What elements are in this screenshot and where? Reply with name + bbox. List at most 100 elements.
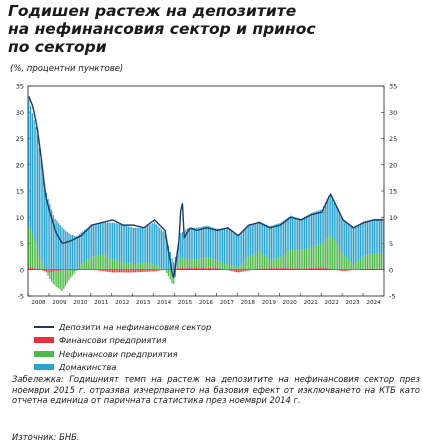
bar-3 (370, 219, 372, 254)
bar-2 (214, 259, 217, 269)
bar-2 (319, 244, 321, 268)
bar-1 (73, 268, 75, 270)
bar-1 (68, 269, 70, 270)
bar-1 (262, 268, 264, 270)
bar-2 (218, 261, 220, 269)
bar-1 (274, 267, 276, 270)
bar-3 (288, 216, 290, 252)
bar-1 (50, 269, 53, 273)
bar-1 (242, 269, 245, 272)
bar-2 (228, 264, 231, 270)
bar-1 (145, 269, 147, 272)
bar-1 (316, 267, 318, 270)
bar-1 (379, 268, 381, 270)
bar-1 (303, 268, 306, 270)
bar-1 (52, 269, 54, 272)
bar-2 (185, 259, 187, 268)
bar-2 (43, 267, 46, 270)
bar-2 (333, 240, 335, 270)
y-tick-label-right: 10 (389, 214, 397, 222)
bar-2 (242, 261, 245, 270)
bar-1 (78, 269, 81, 270)
bar-1 (248, 269, 250, 271)
bar-2 (47, 271, 49, 276)
bar-2 (96, 255, 98, 270)
bar-3 (103, 222, 105, 255)
bar-1 (120, 269, 122, 273)
bar-1 (148, 269, 150, 272)
bar-3 (309, 213, 311, 248)
bar-1 (70, 268, 72, 270)
bar-1 (132, 269, 135, 273)
bar-3 (31, 113, 33, 235)
x-tick-label: 2010 (73, 300, 88, 306)
bar-3 (358, 224, 360, 261)
bar-2 (277, 257, 280, 268)
bar-2 (201, 258, 203, 268)
bar-3 (228, 229, 231, 265)
y-tick-label-left: 30 (16, 109, 24, 117)
bar-2 (379, 252, 381, 269)
bar-1 (302, 268, 304, 270)
bar-3 (71, 235, 74, 269)
bar-3 (143, 227, 145, 262)
bar-3 (176, 251, 178, 268)
bar-1 (159, 269, 161, 271)
bar-3 (141, 227, 143, 263)
bar-1 (173, 268, 175, 270)
bar-3 (221, 228, 224, 263)
bar-1 (127, 269, 129, 273)
bar-1 (129, 269, 131, 273)
bar-2 (335, 242, 337, 270)
bar-1 (206, 267, 208, 270)
bar-2 (75, 269, 77, 272)
bar-2 (248, 256, 250, 270)
y-tick-label-left: 25 (16, 135, 24, 143)
bar-1 (108, 269, 110, 272)
bar-2 (223, 263, 225, 270)
bar-1 (349, 269, 351, 271)
bar-2 (303, 249, 306, 269)
bar-2 (171, 269, 173, 283)
bar-2 (288, 251, 290, 269)
bar-2 (110, 258, 112, 270)
bar-2 (284, 253, 287, 268)
bar-1 (136, 269, 138, 273)
bar-1 (382, 268, 384, 270)
bar-1 (118, 269, 121, 273)
bar-1 (139, 269, 142, 273)
legend-swatch-deposits (34, 325, 54, 328)
bar-2 (239, 265, 241, 270)
bar-2 (124, 262, 126, 270)
bar-3 (380, 218, 383, 253)
bar-2 (160, 268, 163, 270)
bar-1 (307, 268, 309, 270)
bar-3 (112, 222, 114, 260)
bar-1 (291, 268, 294, 270)
bar-2 (145, 262, 147, 270)
x-tick-label: 2015 (178, 300, 193, 306)
bar-3 (99, 222, 102, 255)
bar-2 (42, 262, 44, 270)
bar-1 (59, 269, 61, 271)
bar-1 (328, 268, 330, 270)
bar-2 (323, 241, 325, 268)
bar-3 (52, 215, 54, 270)
bar-3 (283, 220, 285, 255)
bar-2 (213, 259, 215, 268)
bar-1 (380, 268, 383, 270)
bar-2 (258, 250, 260, 269)
bar-3 (194, 227, 196, 260)
bar-3 (279, 223, 281, 258)
bar-2 (64, 269, 67, 286)
bar-3 (262, 223, 264, 254)
bar-1 (281, 267, 283, 270)
bar-1 (260, 268, 262, 270)
legend-item-nonfinancial: Нефинансови предприятия (34, 347, 211, 361)
bar-3 (47, 198, 49, 270)
bar-2 (98, 254, 100, 270)
bar-1 (202, 267, 205, 270)
bar-3 (324, 202, 327, 240)
bar-3 (40, 159, 42, 259)
bar-1 (160, 269, 163, 271)
